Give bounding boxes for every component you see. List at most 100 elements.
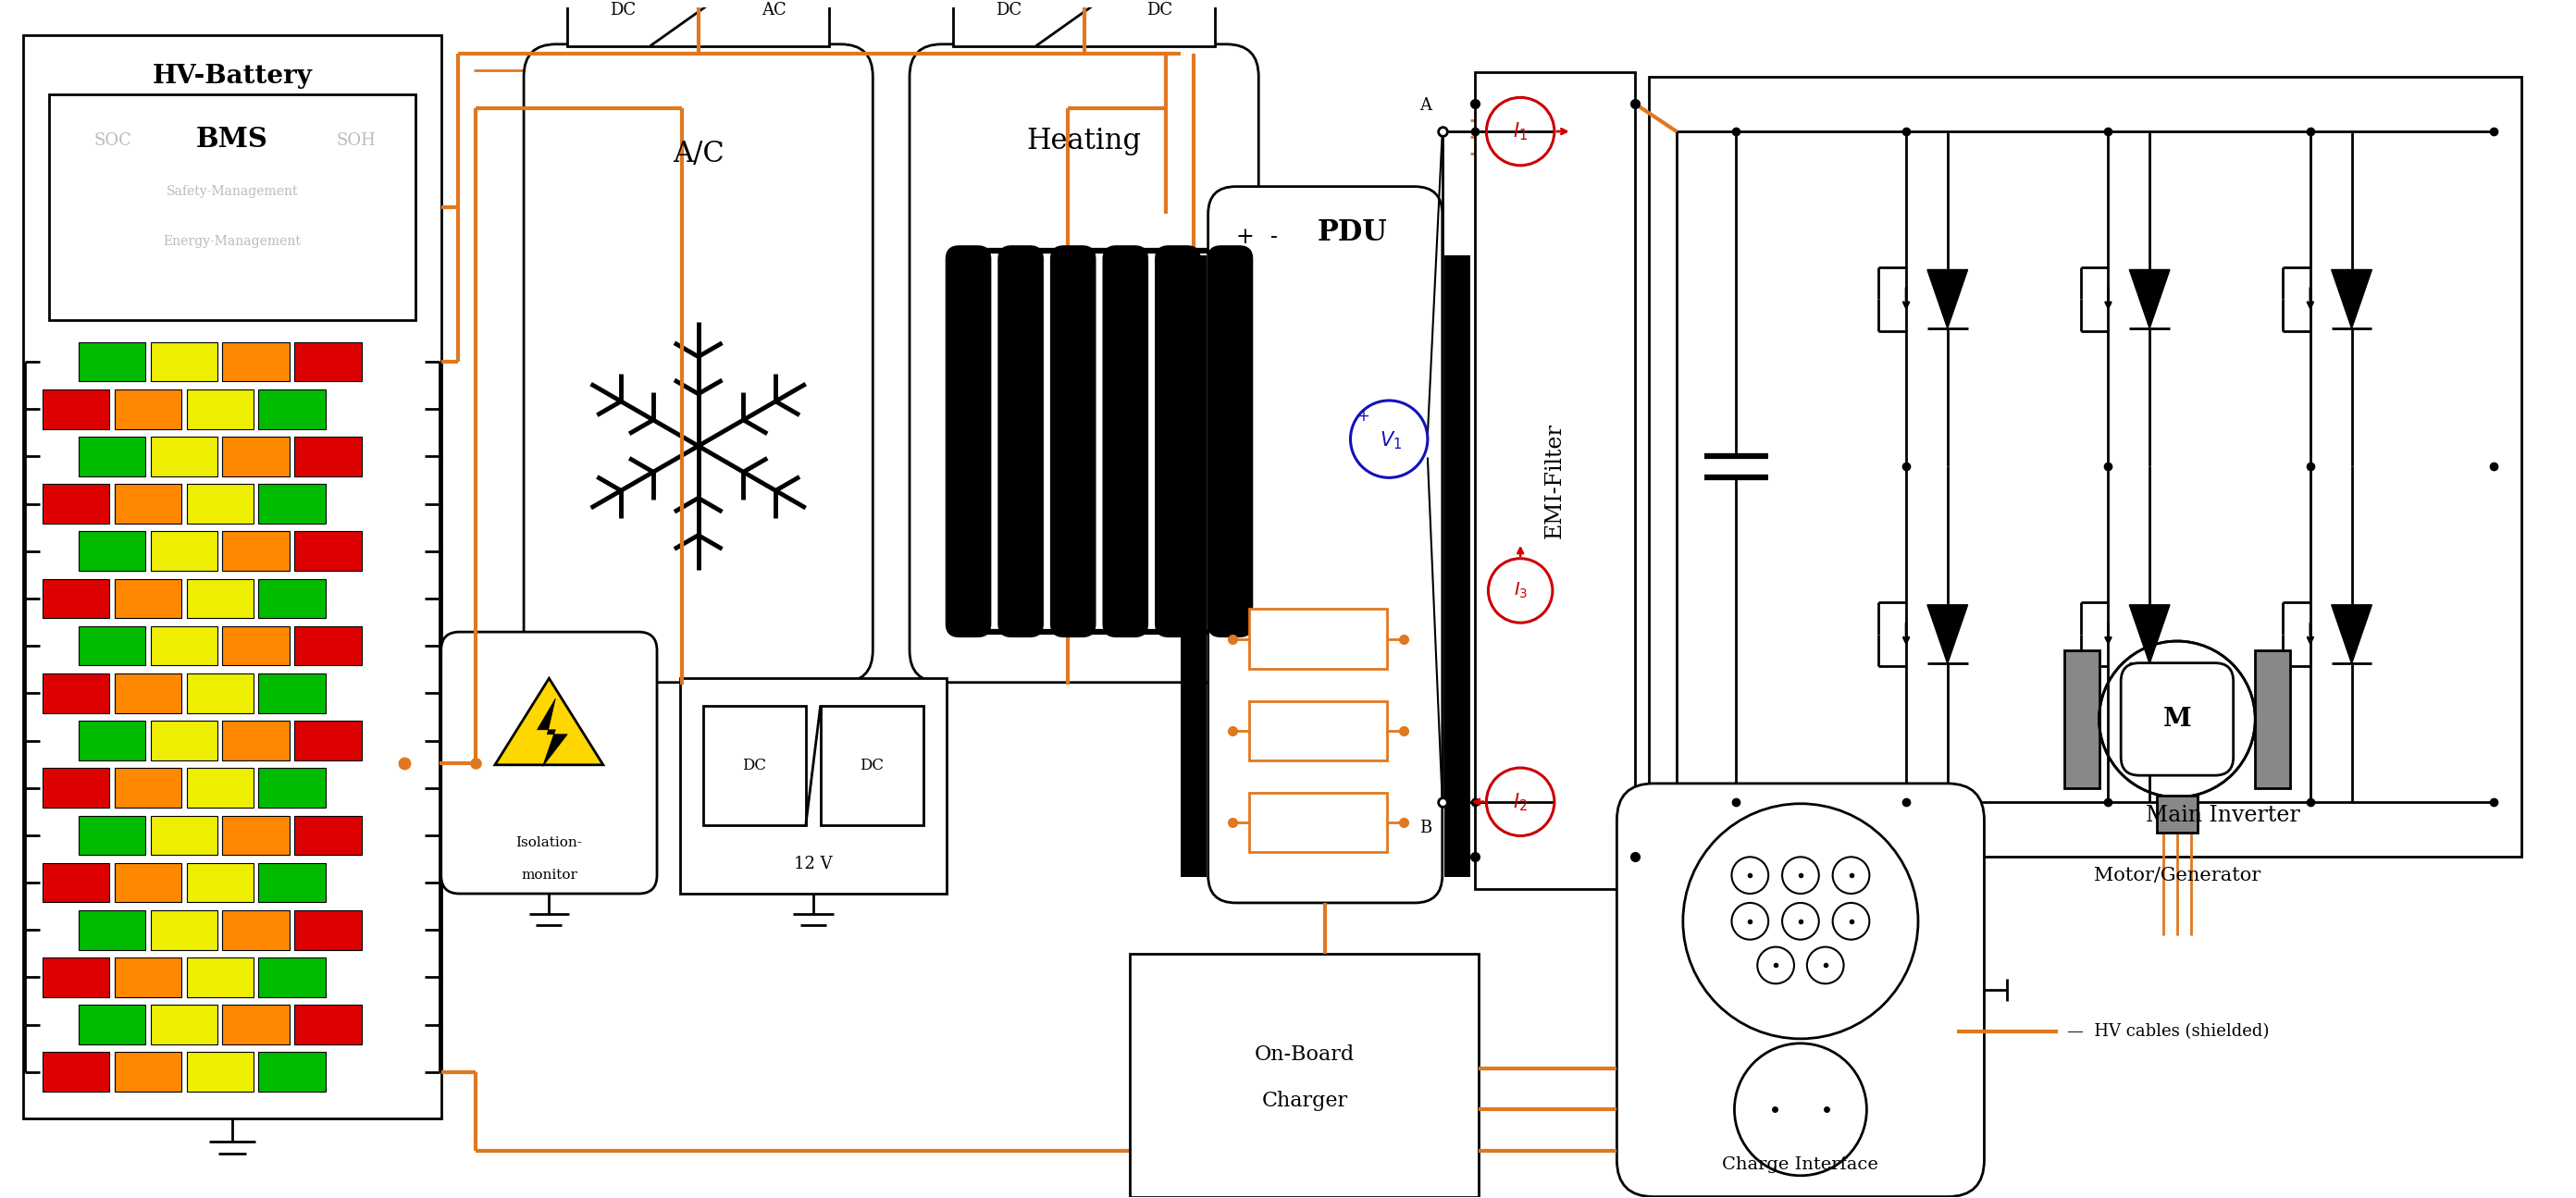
Bar [41, 1052, 108, 1091]
Bar [222, 1005, 289, 1045]
Bar [39, 812, 425, 859]
Bar [41, 957, 108, 997]
Bar [149, 627, 216, 666]
Bar [39, 528, 425, 575]
Bar [1249, 701, 1388, 761]
Bar [39, 434, 425, 480]
Text: AC: AC [762, 2, 786, 18]
Bar [39, 576, 425, 622]
Bar [2156, 795, 2197, 833]
Polygon shape [2130, 270, 2169, 328]
Bar [41, 484, 108, 524]
Bar [77, 627, 144, 666]
Text: DC: DC [611, 2, 636, 18]
Polygon shape [1927, 270, 1968, 328]
Text: -: - [1270, 226, 1278, 248]
Bar [39, 718, 425, 764]
Bar [149, 910, 216, 950]
FancyBboxPatch shape [1051, 246, 1095, 637]
Bar [41, 768, 108, 807]
Bar [294, 437, 361, 476]
Bar [258, 768, 325, 807]
Text: 12 V: 12 V [793, 855, 832, 872]
Bar [39, 623, 425, 670]
Text: M: M [2164, 707, 2192, 732]
Bar [113, 863, 180, 902]
Bar [77, 816, 144, 855]
Bar [222, 437, 289, 476]
Bar [113, 673, 180, 713]
Bar [258, 389, 325, 429]
Bar [39, 482, 425, 527]
Polygon shape [2130, 605, 2169, 664]
Bar [222, 341, 289, 381]
Bar [2254, 651, 2290, 788]
Text: Motor/Generator: Motor/Generator [2094, 866, 2262, 884]
Bar [185, 673, 252, 713]
Bar [149, 721, 216, 761]
Bar [222, 910, 289, 950]
Bar [149, 1005, 216, 1045]
Bar [185, 768, 252, 807]
Bar [23, 35, 440, 1119]
Bar [222, 627, 289, 666]
Text: Main Inverter: Main Inverter [2146, 805, 2300, 827]
Bar [149, 341, 216, 381]
Bar [185, 389, 252, 429]
Bar [113, 484, 180, 524]
FancyBboxPatch shape [1103, 246, 1149, 637]
Text: Charger: Charger [1262, 1090, 1347, 1111]
Polygon shape [2331, 605, 2372, 664]
Text: monitor: monitor [520, 869, 577, 882]
Bar [49, 95, 415, 320]
Bar [822, 706, 922, 824]
Bar [1180, 255, 1206, 877]
Bar [294, 910, 361, 950]
Text: Heating: Heating [1028, 126, 1141, 155]
Text: $I_1$: $I_1$ [1512, 121, 1528, 143]
Text: DC: DC [994, 2, 1020, 18]
Bar [149, 532, 216, 571]
FancyBboxPatch shape [1154, 246, 1200, 637]
Bar [680, 678, 945, 894]
Bar [185, 1052, 252, 1091]
Bar [185, 579, 252, 618]
Text: HV-Battery: HV-Battery [152, 63, 312, 89]
Bar [41, 579, 108, 618]
Bar [39, 860, 425, 907]
Bar [77, 437, 144, 476]
Bar [149, 437, 216, 476]
Text: Isolation-: Isolation- [515, 836, 582, 849]
Bar [77, 910, 144, 950]
Bar [113, 1052, 180, 1091]
Bar [113, 768, 180, 807]
Text: +: + [1236, 226, 1255, 248]
Bar [185, 863, 252, 902]
Bar [258, 484, 325, 524]
Bar [39, 955, 425, 1002]
Bar [258, 1052, 325, 1091]
Bar [567, 0, 829, 46]
FancyBboxPatch shape [523, 44, 873, 683]
Polygon shape [538, 698, 567, 767]
Text: SOC: SOC [95, 132, 131, 149]
Text: On-Board: On-Board [1255, 1045, 1355, 1065]
Bar [77, 1005, 144, 1045]
Bar [1649, 77, 2522, 857]
Polygon shape [1927, 605, 1968, 664]
Bar [77, 721, 144, 761]
FancyBboxPatch shape [909, 44, 1260, 683]
Text: Energy-Management: Energy-Management [162, 235, 301, 248]
Text: DC: DC [742, 757, 768, 773]
FancyBboxPatch shape [2120, 662, 2233, 775]
Polygon shape [495, 678, 603, 764]
Bar [113, 957, 180, 997]
Bar [258, 673, 325, 713]
Bar [1131, 954, 1479, 1197]
Bar [39, 907, 425, 954]
Text: PDU: PDU [1319, 218, 1388, 247]
Text: A: A [1419, 97, 1432, 114]
Bar [258, 863, 325, 902]
Text: A/C: A/C [672, 140, 724, 169]
Bar [294, 816, 361, 855]
